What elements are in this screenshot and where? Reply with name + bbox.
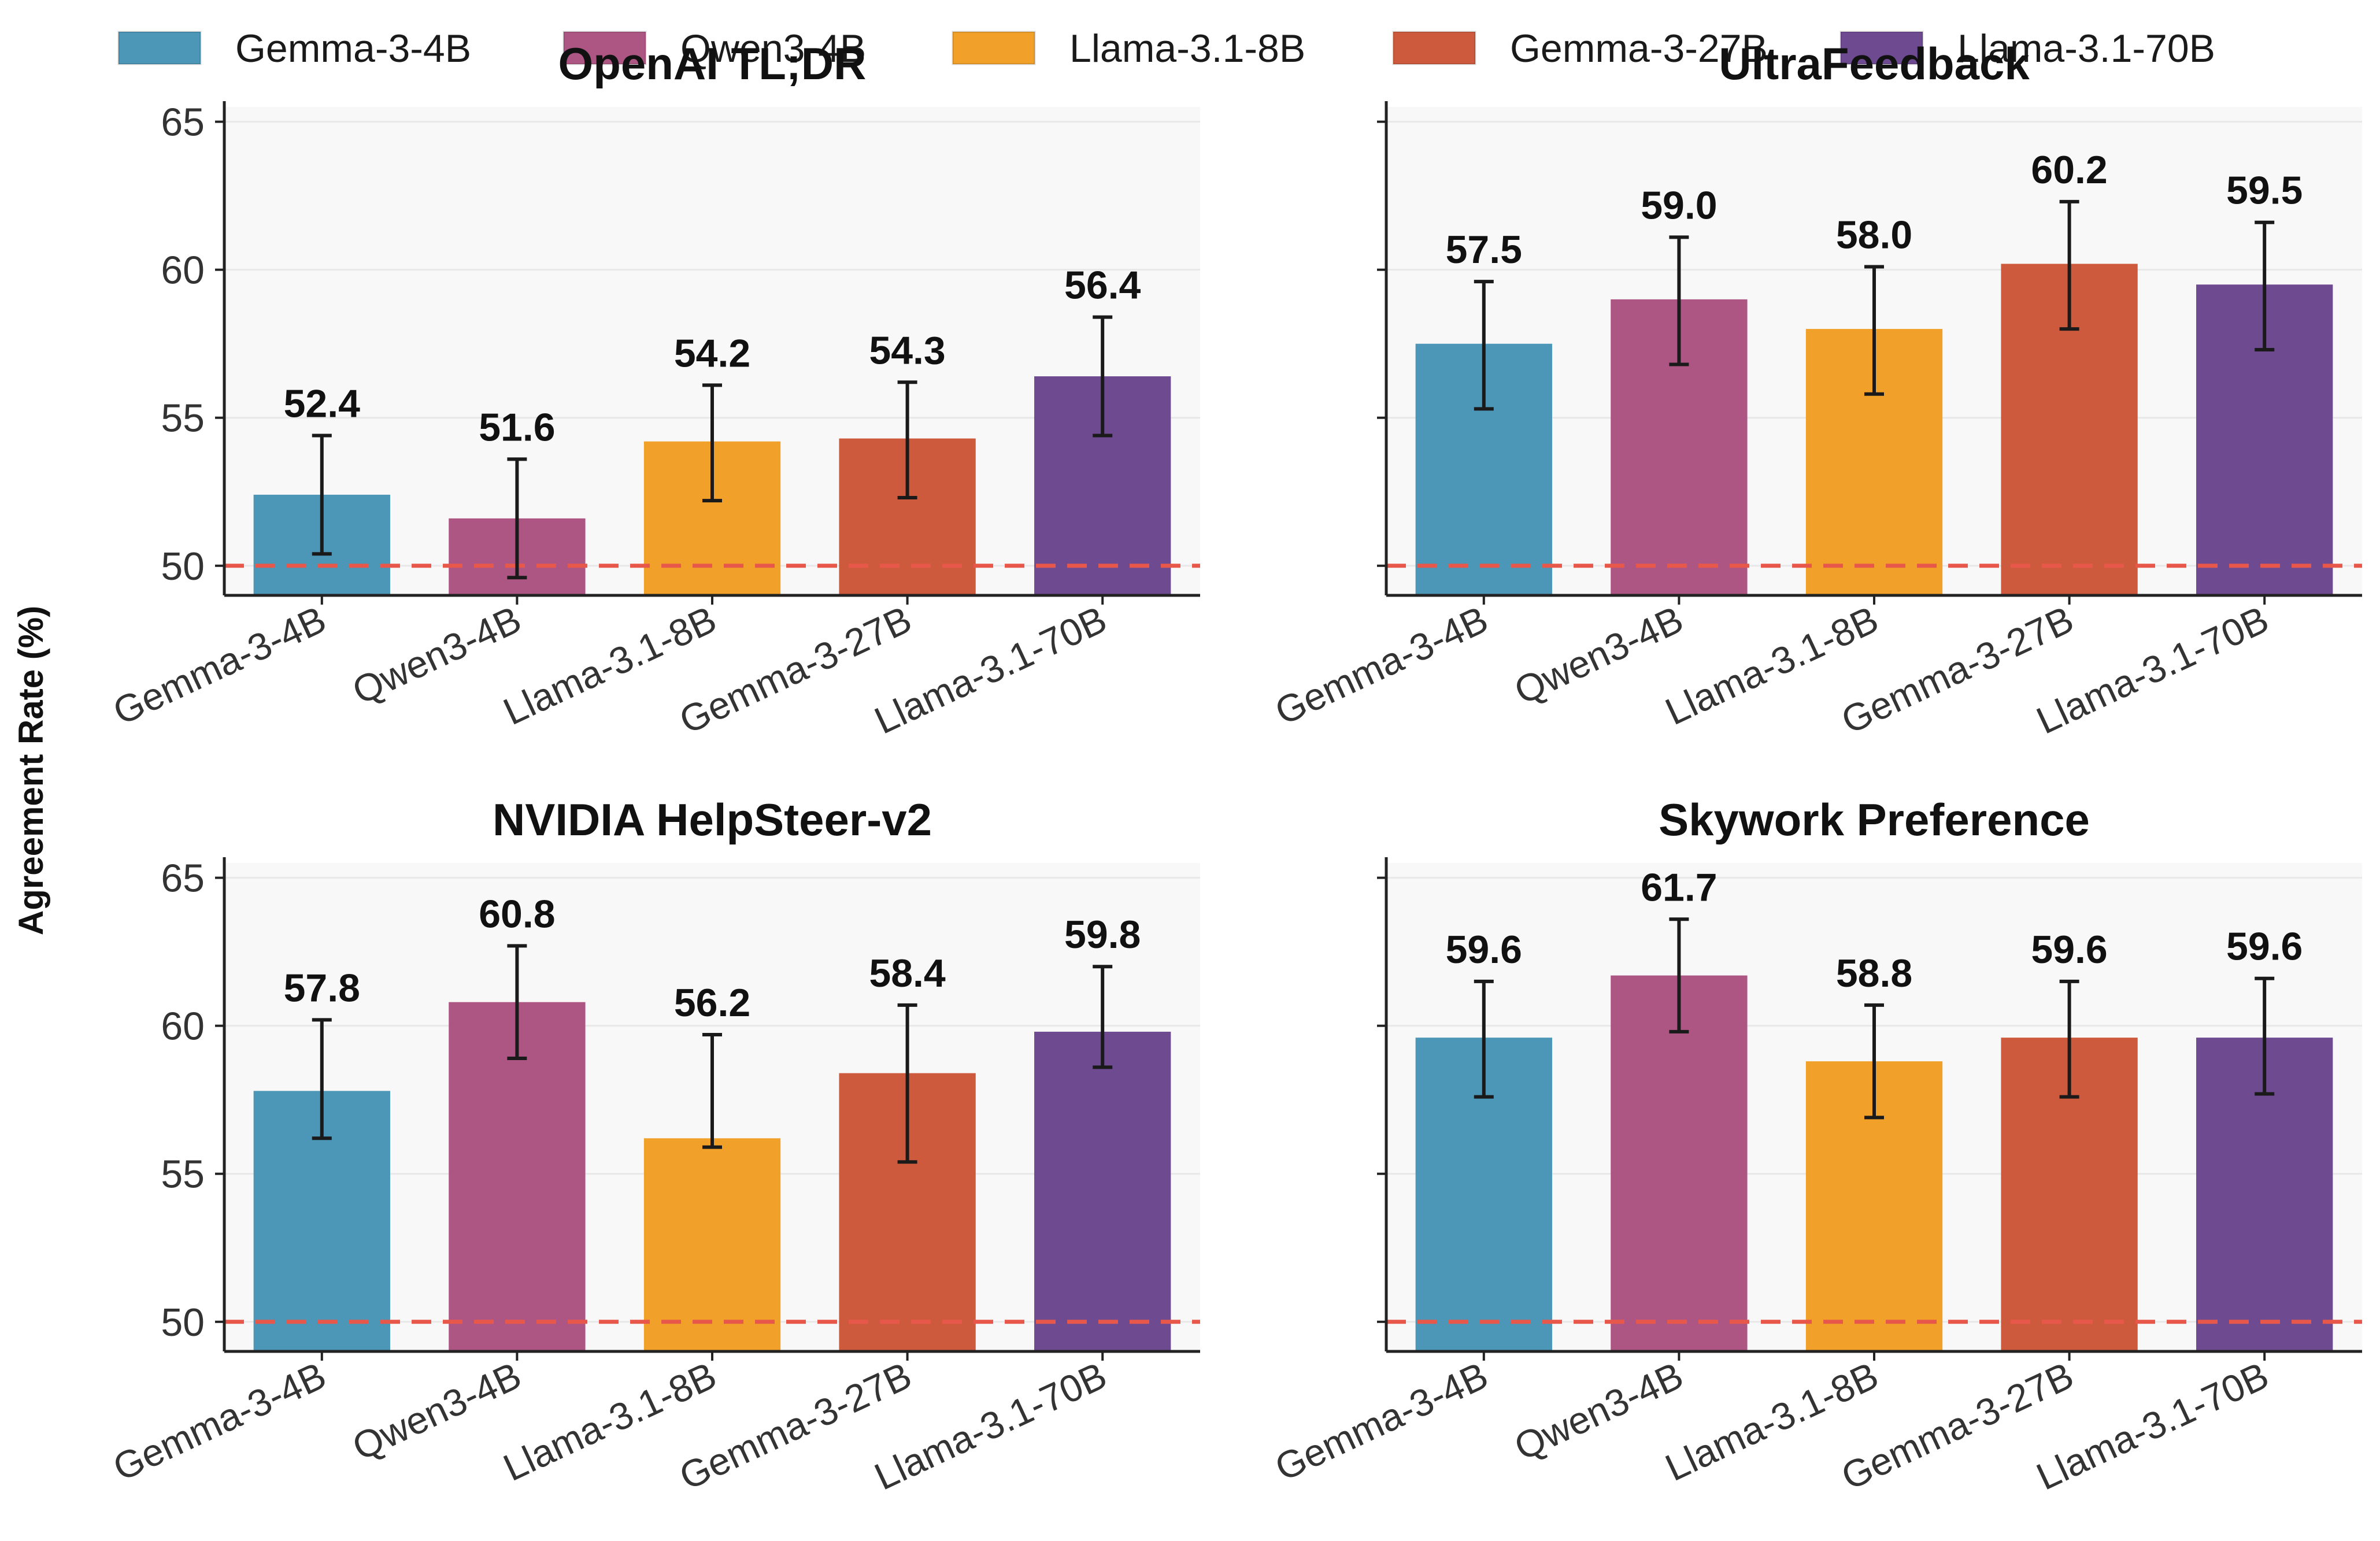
y-tick-label: 50 [161, 544, 205, 588]
error-bar [1093, 315, 1113, 438]
error-bar [897, 1003, 917, 1164]
legend-label: Gemma-3-4B [235, 27, 471, 71]
legend: Gemma-3-4B Qwen3-4B Llama-3.1-8B Gemma-3-27… [117, 27, 2215, 71]
value-label: 52.4 [284, 381, 361, 425]
error-bar [1669, 235, 1689, 366]
y-tick-label: 50 [161, 1301, 205, 1344]
value-label: 59.6 [2031, 928, 2107, 972]
y-tick-label: 60 [161, 1005, 205, 1049]
panel-title: UltraFeedback [1719, 38, 2030, 89]
value-label: 59.0 [1641, 183, 1717, 227]
legend-swatch [562, 31, 647, 65]
legend-item-qwen3-4b: Qwen3-4B [562, 27, 866, 71]
error-bar [1093, 965, 1113, 1069]
y-tick-label: 55 [161, 1153, 205, 1197]
value-label: 59.6 [2226, 925, 2303, 969]
error-bar [1864, 265, 1884, 396]
value-label: 60.8 [479, 892, 555, 936]
bar-qwen3-4b [449, 1002, 586, 1351]
y-tick-label: 60 [161, 249, 205, 292]
value-label: 61.7 [1641, 865, 1717, 909]
panel-title: OpenAI TL;DR [558, 38, 867, 89]
error-bar [507, 944, 527, 1060]
x-tick-label: Gemma-3-4B [1268, 1354, 1494, 1489]
legend-label: Llama-3.1-70B [1957, 27, 2215, 71]
bar-llama-3-1-8b [643, 1138, 781, 1351]
legend-label: Gemma-3-27B [1510, 27, 1768, 71]
legend-item-gemma-3-27b: Gemma-3-27B [1392, 27, 1768, 71]
value-label: 54.3 [869, 328, 945, 372]
error-bar [507, 457, 527, 580]
error-bar [312, 434, 332, 556]
value-label: 59.8 [1064, 913, 1141, 957]
legend-item-gemma-3-4b: Gemma-3-4B [117, 27, 471, 71]
error-bar [312, 1018, 332, 1140]
bar-llama-3-1-70b [1034, 1031, 1171, 1351]
panel-title: NVIDIA HelpSteer-v2 [493, 794, 932, 845]
error-bar [2059, 199, 2079, 331]
x-tick-label: Gemma-3-4B [106, 1354, 332, 1489]
error-bar [2059, 979, 2079, 1099]
value-label: 59.5 [2226, 169, 2303, 213]
y-tick-label: 65 [161, 857, 205, 901]
x-tick-label: Gemma-3-4B [106, 598, 332, 733]
error-bar [2255, 220, 2275, 351]
legend-item-llama-3-1-8b: Llama-3.1-8B [952, 27, 1305, 71]
legend-swatch [1392, 31, 1476, 65]
value-label: 59.6 [1446, 928, 1522, 972]
error-bar [1474, 979, 1494, 1099]
error-bar [702, 1033, 722, 1149]
y-axis-label: Agreement Rate (%) [12, 606, 50, 935]
error-bar [897, 380, 917, 499]
value-label: 57.8 [284, 966, 360, 1010]
value-label: 58.0 [1836, 213, 1912, 257]
error-bar [702, 383, 722, 503]
y-tick-label: 65 [161, 101, 205, 145]
value-label: 56.4 [1064, 264, 1141, 308]
value-label: 56.2 [674, 981, 750, 1025]
value-label: 58.8 [1836, 951, 1912, 995]
legend-swatch [117, 31, 202, 65]
value-label: 58.4 [869, 951, 946, 995]
error-bar [1669, 917, 1689, 1033]
x-tick-label: Gemma-3-4B [1268, 598, 1494, 733]
value-label: 54.2 [674, 331, 750, 375]
error-bar [1474, 280, 1494, 411]
legend-label: Llama-3.1-8B [1069, 27, 1305, 71]
value-label: 57.5 [1446, 228, 1522, 272]
error-bar [1864, 1003, 1884, 1120]
error-bar [2255, 976, 2275, 1096]
legend-swatch [1839, 31, 1924, 65]
y-tick-label: 55 [161, 397, 205, 440]
legend-item-llama-3-1-70b: Llama-3.1-70B [1839, 27, 2215, 71]
value-label: 51.6 [479, 405, 555, 449]
legend-swatch [952, 31, 1036, 65]
panel-title: Skywork Preference [1659, 794, 2090, 845]
bar-qwen3-4b [1611, 975, 1748, 1351]
legend-label: Qwen3-4B [680, 27, 866, 71]
value-label: 60.2 [2031, 148, 2107, 192]
